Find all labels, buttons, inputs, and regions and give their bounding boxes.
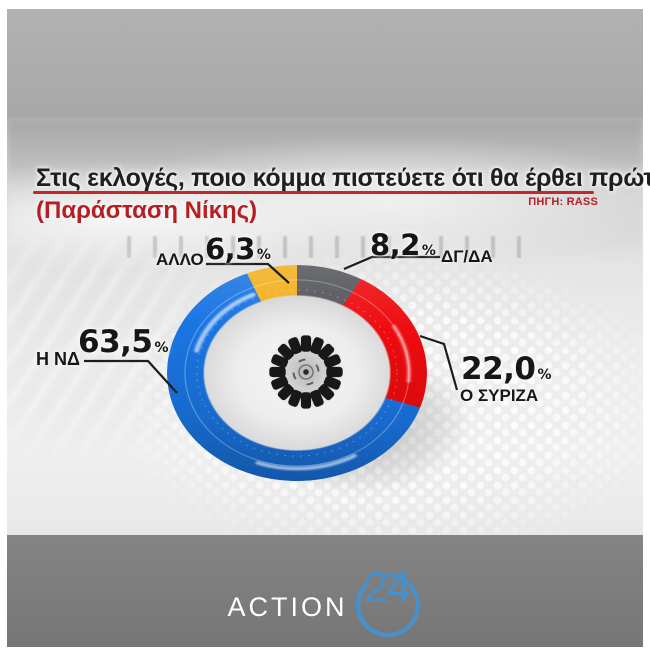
percent-sign: % <box>256 247 271 263</box>
category-label-allo: ΑΛΛΟ <box>156 250 204 269</box>
title-underline <box>33 191 594 194</box>
brand-name: ACTION <box>227 591 348 622</box>
value-dgda: 8,2% <box>370 228 436 262</box>
percent-sign: % <box>154 340 169 356</box>
page-title: Στις εκλογές, ποιο κόμμα πιστεύετε ότι θ… <box>36 164 650 192</box>
category-label-nd: Η ΝΔ <box>36 349 80 369</box>
brand-circle-icon <box>355 572 420 638</box>
footer-band <box>7 535 643 647</box>
percent-sign: % <box>537 367 552 383</box>
top-gray-band <box>7 9 643 118</box>
value-allo: 6,3% <box>205 232 271 266</box>
brand-24-badge: 24 <box>353 563 423 640</box>
reel-icon <box>267 333 345 411</box>
percent-sign: % <box>421 243 436 259</box>
donut-gloss-highlights <box>184 279 412 471</box>
value-syriza: 22,0% <box>461 351 552 387</box>
page-subtitle: (Παράσταση Νίκης) <box>36 197 258 224</box>
category-label-syriza: Ο ΣΥΡΙΖΑ <box>460 386 539 405</box>
source-label: ΠΗΓΗ: RASS <box>528 196 598 208</box>
value-nd: 63,5% <box>78 324 169 360</box>
brand-number: 24 <box>364 563 411 612</box>
category-label-dgda: ΔΓ/ΔΑ <box>441 247 493 266</box>
brand-logo: ACTION 24 <box>0 563 650 640</box>
